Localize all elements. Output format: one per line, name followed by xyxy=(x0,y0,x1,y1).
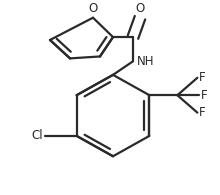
Text: NH: NH xyxy=(137,55,154,68)
Text: F: F xyxy=(199,106,206,119)
Text: F: F xyxy=(199,71,206,84)
Text: O: O xyxy=(135,2,145,15)
Text: F: F xyxy=(201,89,208,102)
Text: Cl: Cl xyxy=(31,129,43,142)
Text: O: O xyxy=(88,2,98,15)
